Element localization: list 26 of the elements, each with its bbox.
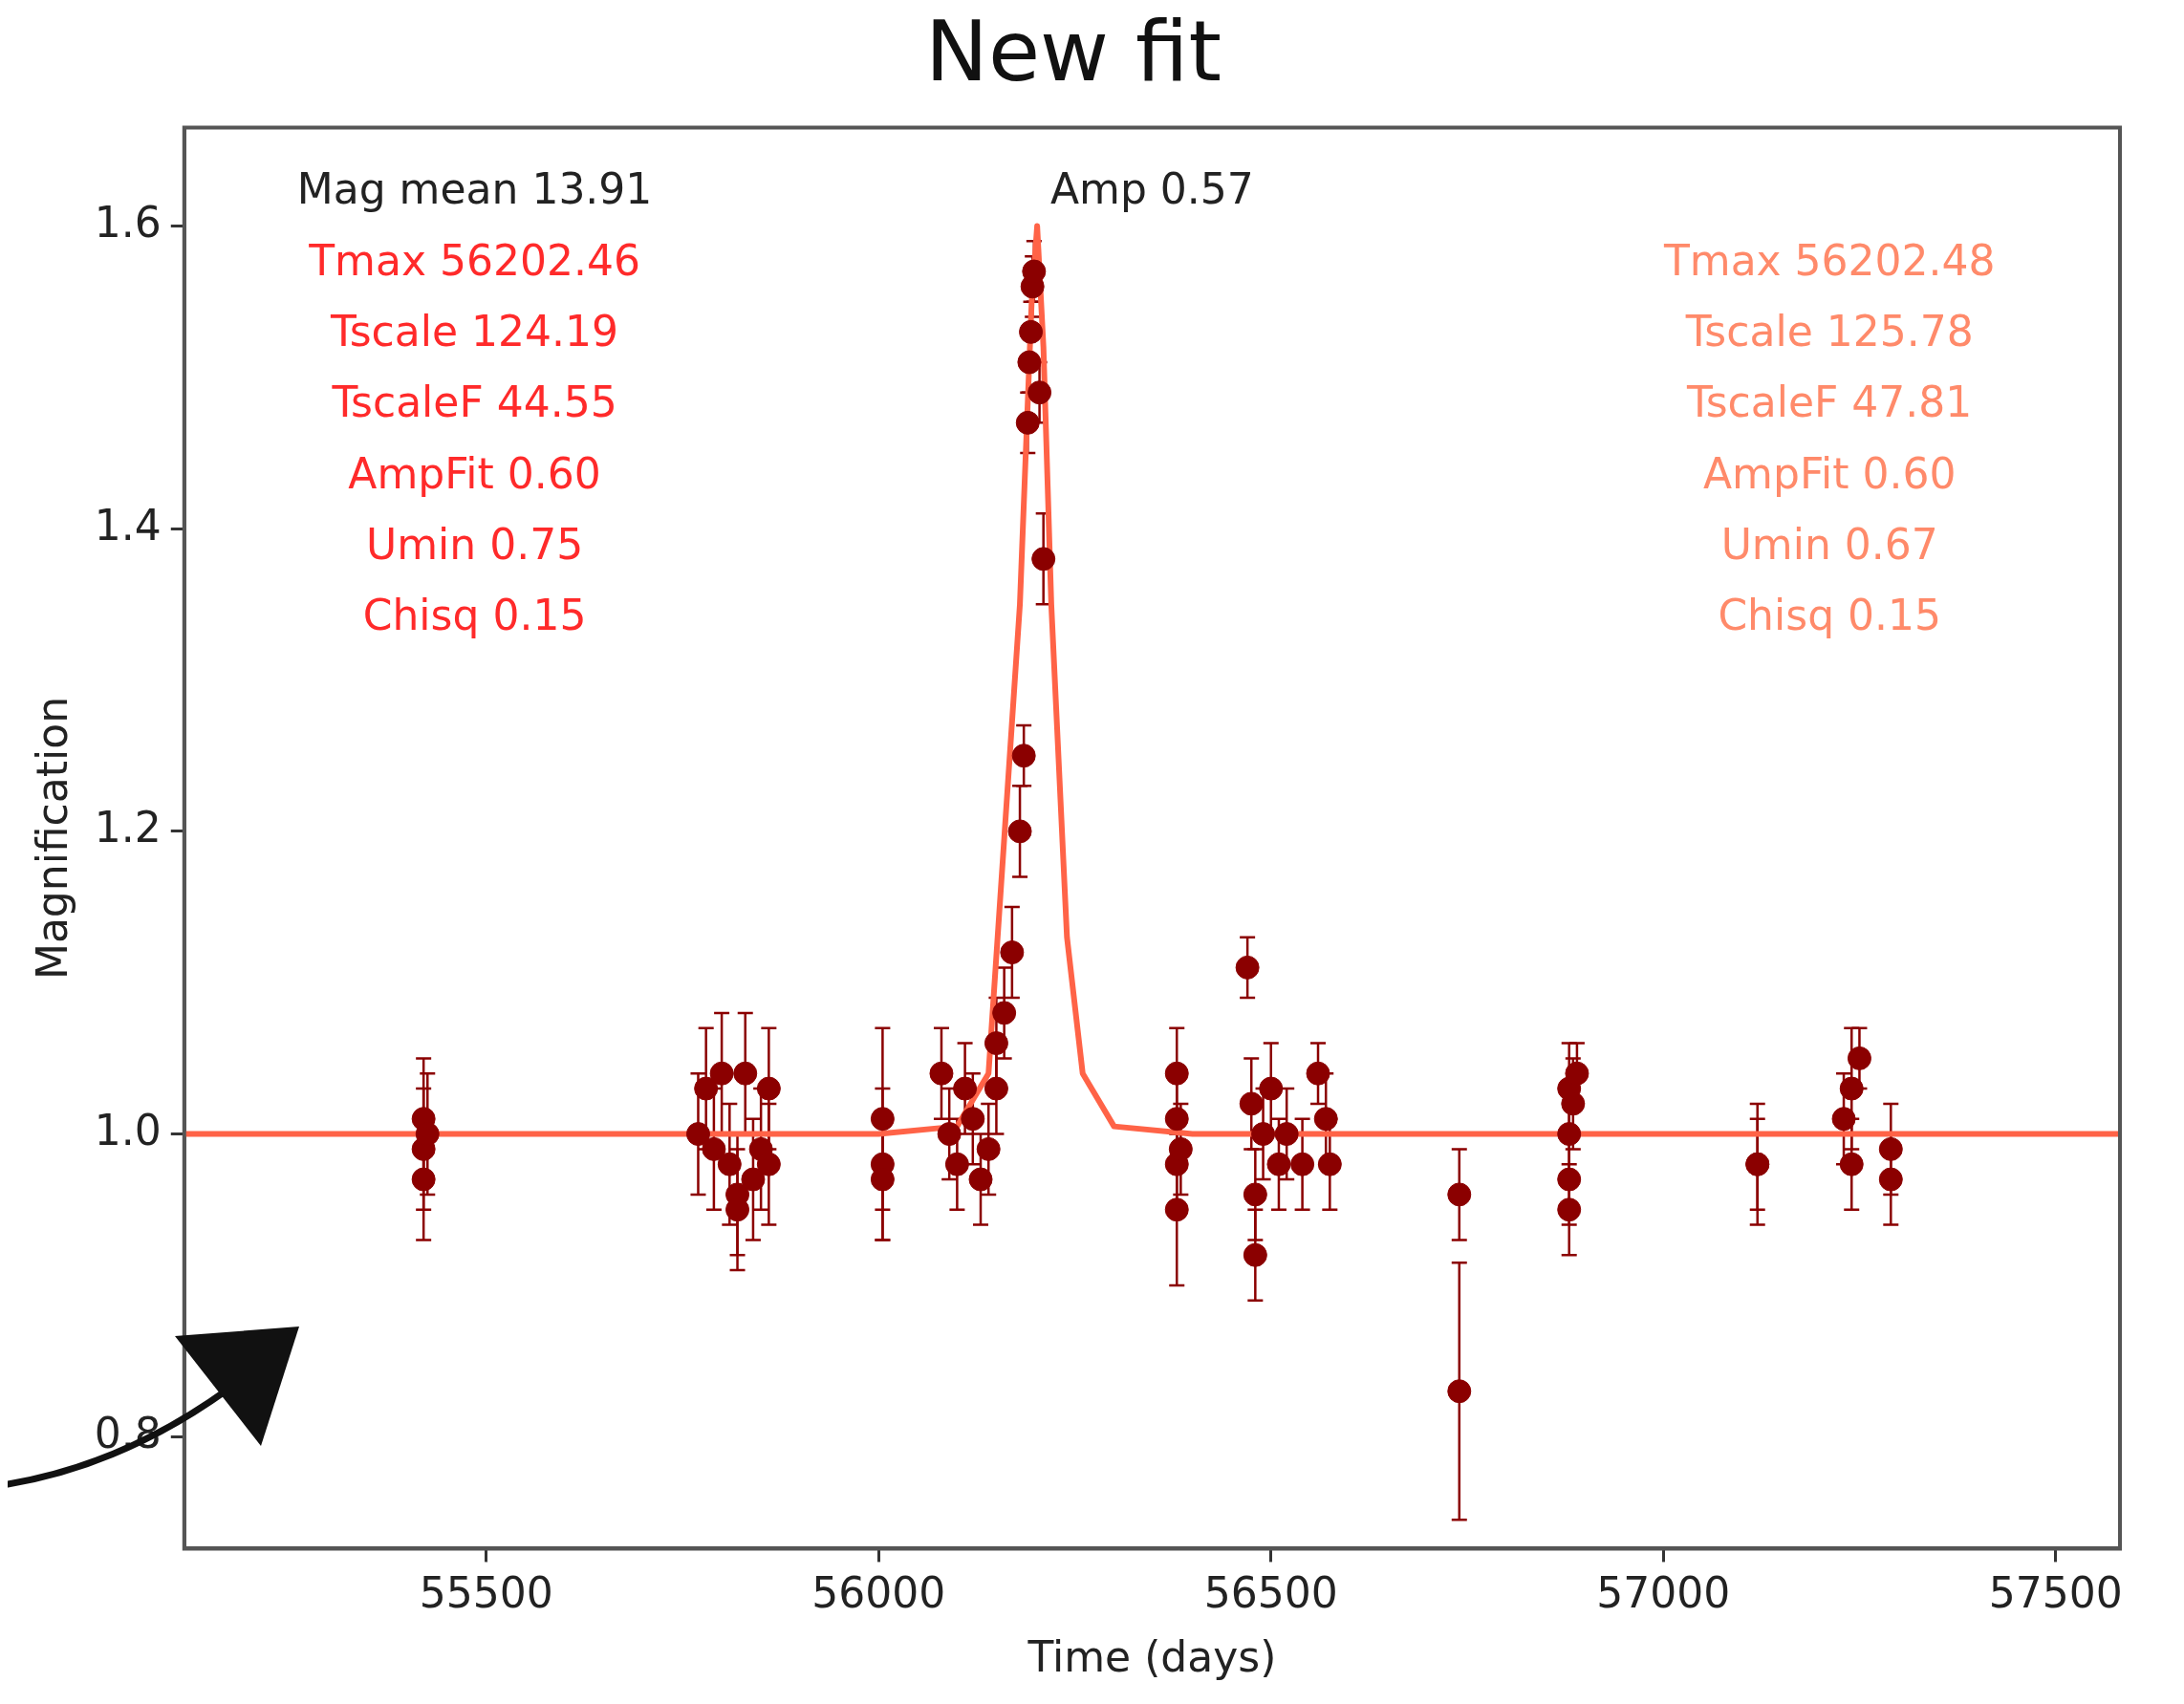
y-tick-label: 1.0 [94,1105,162,1154]
x-tick-label: 56500 [1203,1568,1338,1618]
x-axis-title: Time (days) [1027,1632,1277,1682]
annotation: Chisq 0.15 [1718,591,1942,640]
y-tick-label: 1.2 [94,803,162,852]
annotation: Tmax 56202.48 [1662,235,1996,285]
annotation: Tscale 125.78 [1684,307,1974,356]
x-tick-label: 55500 [419,1568,553,1618]
annotation: TscaleF 44.55 [331,377,617,427]
annotation: Tscale 124.19 [330,307,619,356]
annotation: Umin 0.67 [1720,520,1938,570]
x-tick-label: 57500 [1988,1568,2123,1618]
x-tick-label: 57000 [1596,1568,1731,1618]
annotation: Chisq 0.15 [362,591,587,640]
y-tick-label: 1.6 [94,197,162,247]
annotation: TscaleF 47.81 [1686,377,1973,427]
y-tick-label: 1.4 [94,500,162,550]
annotation: AmpFit 0.60 [348,448,601,498]
y-axis-title: Magnification [27,696,76,981]
annotation: Amp 0.57 [1049,164,1254,214]
annotation: AmpFit 0.60 [1703,448,1957,498]
annotation: Mag mean 13.91 [296,164,653,214]
annotation: Umin 0.75 [365,520,584,570]
x-tick-label: 56000 [811,1568,946,1618]
annotation: Tmax 56202.46 [308,235,640,285]
chart-title: New fit [925,1,1222,100]
